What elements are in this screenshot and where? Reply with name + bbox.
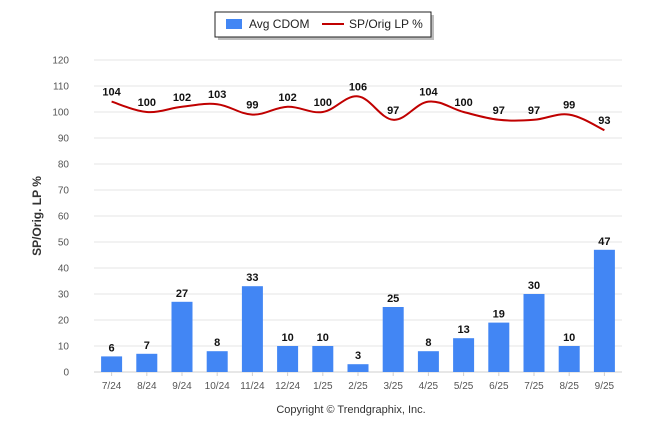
- x-tick-label: 7/24: [102, 381, 122, 392]
- bar: [523, 294, 545, 372]
- y-tick-label: 0: [63, 368, 69, 379]
- x-tick-label: 9/25: [595, 381, 615, 392]
- x-tick-label: 8/24: [137, 381, 157, 392]
- bar-value-label: 47: [598, 236, 610, 248]
- line-value-label: 106: [349, 81, 367, 93]
- bar: [241, 286, 263, 372]
- bar-labels: 6 7 27 8 33 10 10 3 25 8 13 19 30 10 47: [109, 236, 611, 362]
- bar: [101, 356, 123, 372]
- x-tick-label: 5/25: [454, 381, 474, 392]
- x-tick-label: 9/24: [172, 381, 192, 392]
- line-value-label: 97: [493, 105, 505, 117]
- bar-value-label: 19: [493, 309, 505, 321]
- bar-value-label: 6: [109, 342, 115, 354]
- y-tick-label: 10: [58, 342, 70, 353]
- x-tick-label: 7/25: [524, 381, 544, 392]
- line-value-label: 102: [173, 92, 191, 104]
- y-tick-label: 120: [52, 56, 69, 67]
- bar-value-label: 8: [425, 337, 431, 349]
- line-value-label: 99: [563, 100, 575, 112]
- y-tick-label: 20: [58, 316, 70, 327]
- bar-value-label: 10: [281, 332, 293, 344]
- line-value-label: 100: [314, 97, 332, 109]
- line-value-label: 97: [387, 105, 399, 117]
- y-tick-label: 80: [58, 160, 70, 171]
- bar-value-label: 10: [317, 332, 329, 344]
- y-tick-label: 70: [58, 186, 70, 197]
- bar: [277, 346, 299, 372]
- bar-value-label: 33: [246, 272, 258, 284]
- y-axis-title: SP/Orig. LP %: [30, 176, 44, 256]
- line-value-label: 103: [208, 89, 226, 101]
- sp-orig-lp-line: [111, 95, 605, 132]
- bar-value-label: 30: [528, 280, 540, 292]
- bar: [136, 353, 158, 372]
- legend: Avg CDOM SP/Orig LP %: [214, 11, 434, 40]
- bar: [453, 338, 475, 372]
- y-tick-label: 50: [58, 238, 70, 249]
- y-axis: 0 10 20 30 40 50 60 70 80 90 100 110 120: [52, 56, 69, 379]
- line-value-label: 99: [246, 100, 258, 112]
- line-labels: 104 100 102 103 99 102 100 106 97 104 100 97 97 99 93: [102, 81, 610, 127]
- x-tick-label: 2/25: [348, 381, 368, 392]
- bar-value-label: 13: [457, 324, 469, 336]
- copyright-credit: Copyright © Trendgraphix, Inc.: [276, 404, 425, 416]
- x-tick-label: 1/25: [313, 381, 333, 392]
- bar: [593, 249, 615, 372]
- bar-value-label: 3: [355, 350, 361, 362]
- line-series: [111, 95, 605, 132]
- x-tick-label: 8/25: [559, 381, 579, 392]
- bar: [417, 351, 439, 372]
- y-tick-label: 40: [58, 264, 70, 275]
- legend-bar-swatch: [226, 19, 242, 29]
- x-axis: 7/24 8/24 9/24 10/24 11/24 12/24 1/25 2/25 3/25 4…: [102, 372, 615, 392]
- x-tick-label: 3/25: [383, 381, 403, 392]
- bar-value-label: 27: [176, 288, 188, 300]
- bar-series: [101, 249, 615, 372]
- x-tick-label: 6/25: [489, 381, 509, 392]
- x-tick-label: 4/25: [419, 381, 439, 392]
- y-tick-label: 110: [53, 82, 69, 93]
- bar: [171, 301, 193, 372]
- bar: [558, 346, 580, 372]
- line-value-label: 100: [454, 97, 472, 109]
- y-tick-label: 100: [52, 108, 69, 119]
- bar: [206, 351, 228, 372]
- bar-value-label: 10: [563, 332, 575, 344]
- line-value-label: 102: [278, 92, 296, 104]
- y-tick-label: 30: [58, 290, 70, 301]
- bar: [382, 307, 404, 372]
- line-value-label: 100: [138, 97, 156, 109]
- legend-label-avg-cdom: Avg CDOM: [249, 17, 309, 31]
- x-tick-label: 12/24: [275, 381, 300, 392]
- x-tick-label: 11/24: [240, 381, 265, 392]
- bar-value-label: 7: [144, 340, 150, 352]
- line-value-label: 93: [598, 115, 610, 127]
- legend-label-sp-orig-lp: SP/Orig LP %: [349, 17, 423, 31]
- x-tick-label: 10/24: [205, 381, 230, 392]
- bar: [488, 322, 510, 372]
- bar: [347, 364, 369, 372]
- bar-value-label: 8: [214, 337, 220, 349]
- y-tick-label: 60: [58, 212, 70, 223]
- y-tick-label: 90: [58, 134, 70, 145]
- bar-value-label: 25: [387, 293, 399, 305]
- line-value-label: 97: [528, 105, 540, 117]
- bar: [312, 346, 334, 372]
- line-value-label: 104: [102, 87, 121, 99]
- line-value-label: 104: [419, 87, 438, 99]
